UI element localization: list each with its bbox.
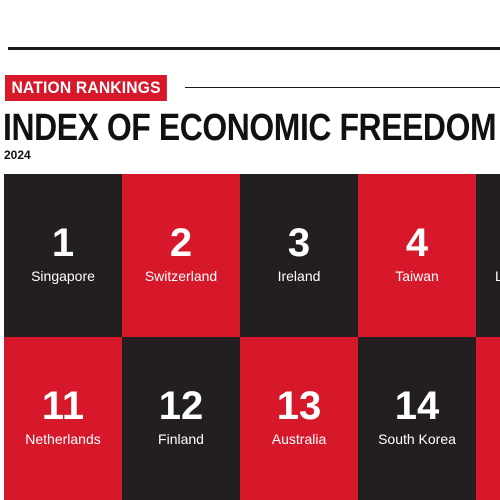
page-title: INDEX OF ECONOMIC FREEDOM	[3, 107, 497, 149]
rank-card-14: 14 South Korea	[358, 337, 476, 500]
country-name: Australia	[271, 431, 327, 447]
section-rule	[185, 87, 500, 88]
rank-number: 12	[158, 384, 204, 428]
rank-card-15-partial	[476, 337, 500, 500]
top-rule	[8, 47, 500, 50]
ranking-grid: 1 Singapore 2 Switzerland 3 Ireland 4 Ta…	[4, 174, 500, 500]
rank-card-3: 3 Ireland	[240, 174, 358, 337]
section-tag-row: NATION RANKINGS	[5, 75, 500, 101]
country-name: Ireland	[277, 268, 321, 284]
rank-number: 13	[276, 384, 322, 428]
country-name: Switzerland	[144, 268, 218, 284]
rank-card-2: 2 Switzerland	[122, 174, 240, 337]
rank-number: 11	[41, 384, 85, 428]
rank-card-11: 11 Netherlands	[4, 337, 122, 500]
rank-number: 4	[405, 221, 429, 265]
rank-card-1: 1 Singapore	[4, 174, 122, 337]
rank-number: 1	[51, 221, 75, 265]
year-label: 2024	[4, 148, 31, 162]
rank-number: 14	[394, 384, 440, 428]
section-tag: NATION RANKINGS	[5, 75, 168, 101]
rank-card-4: 4 Taiwan	[358, 174, 476, 337]
rank-card-12: 12 Finland	[122, 337, 240, 500]
country-name: South Korea	[378, 431, 456, 447]
rank-card-13: 13 Australia	[240, 337, 358, 500]
country-name: L	[495, 268, 500, 284]
country-name: Taiwan	[395, 268, 439, 284]
country-name: Singapore	[31, 268, 95, 284]
country-name: Finland	[158, 431, 204, 447]
rank-number: 2	[169, 221, 193, 265]
rank-card-5-partial: L	[476, 174, 500, 337]
country-name: Netherlands	[25, 431, 101, 447]
rank-number: 3	[287, 221, 311, 265]
